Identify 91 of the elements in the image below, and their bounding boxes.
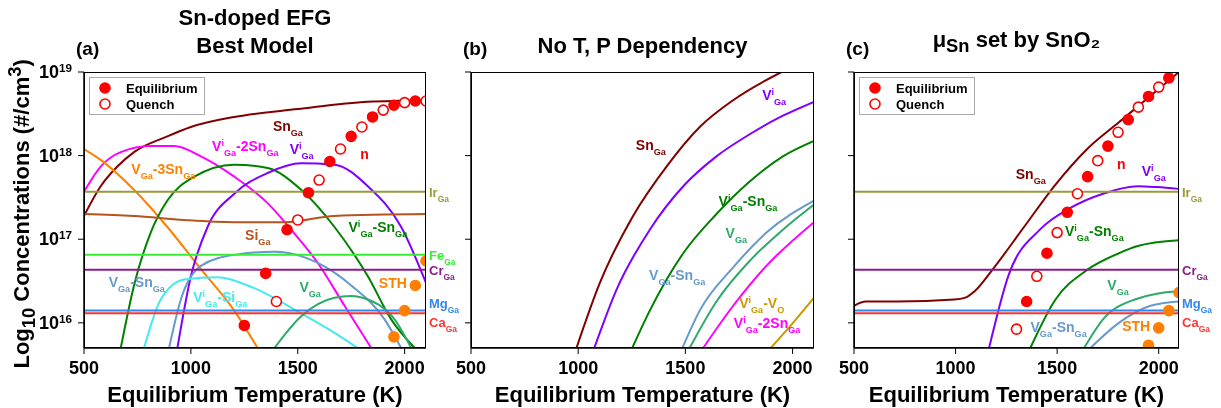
point xyxy=(1091,154,1104,167)
x-tick-label: 1000 xyxy=(170,358,211,378)
series-label: V$^{i}$$_{Ga}$-2Sn$_{Ga}$ xyxy=(733,315,802,336)
point xyxy=(1163,304,1175,317)
series-label: Ca$_{Ga}$ xyxy=(1182,315,1211,335)
chart-title: μ$_{Sn}$ set by SnO₂ xyxy=(932,26,1101,56)
point xyxy=(398,304,411,317)
series-label: Mg$_{Ga}$ xyxy=(1182,295,1213,315)
x-tick-label: 1000 xyxy=(935,358,976,378)
point xyxy=(1163,72,1175,84)
x-axis-title: Equilibrium Temperature (K) xyxy=(493,382,792,408)
legend-label: Equilibrium xyxy=(896,80,968,96)
x-tick-label: 500 xyxy=(455,358,487,378)
x-tick-label: 2000 xyxy=(772,358,813,378)
text: (b) xyxy=(463,38,488,60)
point xyxy=(345,130,357,143)
point xyxy=(313,174,325,186)
point xyxy=(270,295,283,308)
x-tick-label: 500 xyxy=(838,358,870,378)
point xyxy=(238,319,251,332)
point xyxy=(1071,187,1084,200)
series-label: Sn$_{Ga}$ xyxy=(1015,166,1047,187)
series-label: STH xyxy=(378,275,407,292)
point xyxy=(398,96,411,109)
series-label: V$_{Ga}$ xyxy=(299,278,322,299)
series-label: Si$_{Ga}$ xyxy=(245,227,272,248)
series-label: Ca$_{Ga}$ xyxy=(429,315,458,335)
point xyxy=(259,267,272,280)
text: (c) xyxy=(846,38,870,60)
x-tick-label: 1000 xyxy=(558,358,599,378)
point xyxy=(1020,295,1033,308)
point xyxy=(302,186,315,199)
point xyxy=(366,111,379,123)
annotation: n xyxy=(360,146,369,163)
series-label: Ir$_{Ga}$ xyxy=(429,184,450,204)
legend-label: Equilibrium xyxy=(126,80,198,96)
point xyxy=(377,104,390,116)
series-label: STH xyxy=(1122,317,1151,334)
point xyxy=(1051,226,1063,239)
point xyxy=(1031,270,1043,283)
series-label: V$_{Ga}$ xyxy=(725,225,748,246)
annotation: n xyxy=(1116,156,1126,173)
point xyxy=(1010,323,1023,335)
series-label: V$_{Ga}$-3Sn$_{Ga}$ xyxy=(131,160,197,181)
point xyxy=(324,155,336,168)
chart-title: No T, P Dependency xyxy=(537,33,748,58)
point xyxy=(409,279,422,292)
point xyxy=(334,143,347,155)
point xyxy=(388,99,400,112)
point xyxy=(388,331,400,343)
y-tick-label: 10$^{18}$ xyxy=(38,144,73,166)
line-series xyxy=(119,163,416,348)
x-tick-label: 1500 xyxy=(665,358,706,378)
x-axis-title: Equilibrium Temperature (K) xyxy=(106,382,404,408)
legend-label: Quench xyxy=(126,96,175,112)
point xyxy=(291,214,304,226)
y-tick-label: 10$^{17}$ xyxy=(38,227,72,250)
series-label: V$^{i}$$_{Ga}$-Sn$_{Ga}$ xyxy=(1064,222,1125,243)
point xyxy=(1102,140,1114,152)
y-tick-label: 10$^{16}$ xyxy=(38,311,73,333)
point xyxy=(409,95,422,107)
series-label: Sn$_{Ga}$ xyxy=(272,117,304,138)
series-label: V$^{i}$$_{Ga}$-2Sn$_{Ga}$ xyxy=(212,137,280,158)
series-label: V$_{Ga}$ xyxy=(1107,276,1130,297)
x-tick-label: 2000 xyxy=(1138,358,1179,378)
legend-label: Quench xyxy=(896,96,945,112)
series-label: Mg$_{Ga}$ xyxy=(429,295,460,315)
series-label: V$^{i}$$_{Ga}$-V$_{O}$ xyxy=(739,295,785,316)
point xyxy=(1132,101,1145,113)
point xyxy=(1112,126,1124,139)
text: (a) xyxy=(76,38,100,60)
series-label: V$_{Ga}$-Sn$_{Ga}$ xyxy=(1030,319,1088,340)
point xyxy=(1152,322,1165,334)
x-tick-label: 2000 xyxy=(384,358,425,378)
chart-title: Sn-doped EFG Best Model xyxy=(178,5,332,58)
series-label: Ir$_{Ga}$ xyxy=(1182,184,1203,204)
point xyxy=(1081,170,1094,183)
x-tick-label: 1500 xyxy=(277,358,318,378)
point xyxy=(281,223,293,236)
series-label: Cr$_{Ga}$ xyxy=(1182,262,1209,282)
point xyxy=(1142,90,1155,103)
point xyxy=(1152,81,1165,93)
point xyxy=(1041,247,1053,260)
x-tick-label: 1500 xyxy=(1037,358,1078,378)
series-label: Sn$_{Ga}$ xyxy=(635,136,667,157)
point xyxy=(1122,113,1135,126)
point xyxy=(356,121,368,133)
y-tick-label: 10$^{19}$ xyxy=(38,60,73,82)
point xyxy=(1061,206,1074,219)
x-tick-label: 500 xyxy=(68,358,100,378)
x-axis-title: Equilibrium Temperature (K) xyxy=(867,382,1166,408)
